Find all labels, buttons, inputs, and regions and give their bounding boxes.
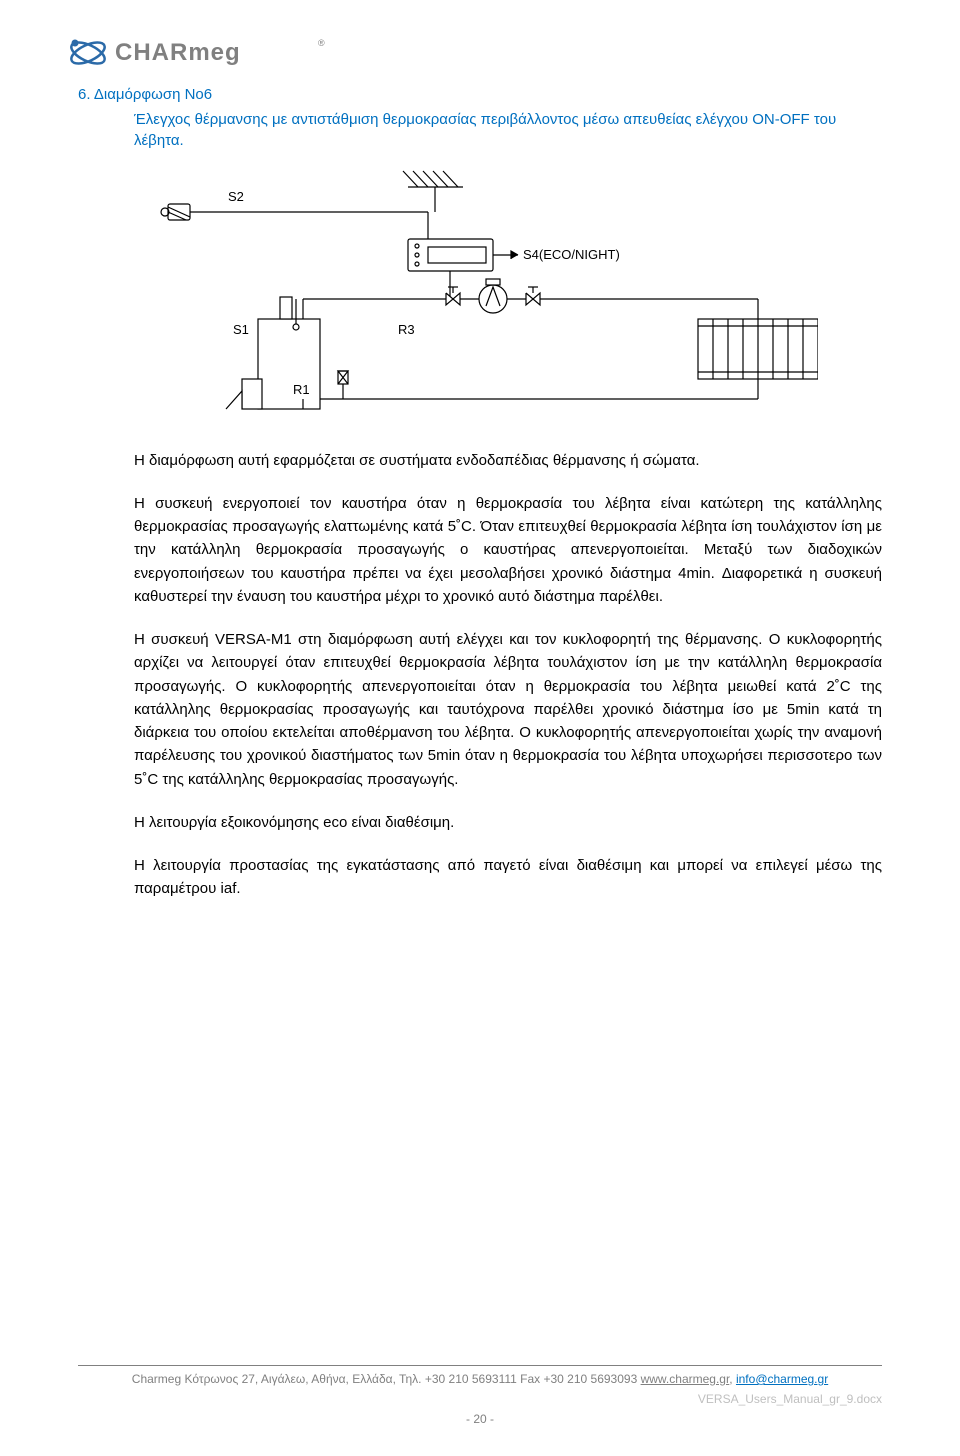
svg-text:CHARmeg: CHARmeg bbox=[115, 39, 241, 66]
footer-mail-link[interactable]: info@charmeg.gr bbox=[736, 1372, 828, 1386]
svg-text:S2: S2 bbox=[228, 189, 244, 204]
paragraph-1: Η διαμόρφωση αυτή εφαρμόζεται σε συστήμα… bbox=[134, 449, 882, 472]
footer-web-link[interactable]: www.charmeg.gr bbox=[641, 1372, 730, 1386]
section-title: 6. Διαμόρφωση Νο6 bbox=[78, 84, 882, 107]
heating-diagram: S2 S4 bbox=[138, 169, 882, 429]
footer-company: Charmeg bbox=[132, 1372, 181, 1386]
paragraph-2: Η συσκευή ενεργοποιεί τον καυστήρα όταν … bbox=[134, 492, 882, 608]
section-subtitle: Έλεγχος θέρμανσης με αντιστάθμιση θερμοκ… bbox=[134, 109, 882, 151]
svg-text:R3: R3 bbox=[398, 322, 415, 337]
footer-page-number: - 20 - bbox=[0, 1410, 960, 1428]
svg-text:®: ® bbox=[318, 38, 325, 48]
brand-logo: CHARmeg ® bbox=[63, 28, 882, 78]
footer-address: Κότρωνος 27, Αιγάλεω, Αθήνα, Ελλάδα, Τηλ… bbox=[181, 1372, 640, 1386]
paragraph-5: Η λειτουργία προστασίας της εγκατάστασης… bbox=[134, 854, 882, 901]
footer-sep: , bbox=[729, 1372, 736, 1386]
paragraph-3: Η συσκευή VERSA-M1 στη διαμόρφωση αυτή ε… bbox=[134, 628, 882, 791]
svg-text:R1: R1 bbox=[293, 382, 310, 397]
footer-filename: VERSA_Users_Manual_gr_9.docx bbox=[78, 1390, 882, 1408]
svg-text:S4(ECO/NIGHT): S4(ECO/NIGHT) bbox=[523, 247, 620, 262]
svg-text:S1: S1 bbox=[233, 322, 249, 337]
page-footer: Charmeg Κότρωνος 27, Αιγάλεω, Αθήνα, Ελλ… bbox=[0, 1365, 960, 1428]
paragraph-4: Η λειτουργία εξοικονόμησης eco είναι δια… bbox=[134, 811, 882, 834]
